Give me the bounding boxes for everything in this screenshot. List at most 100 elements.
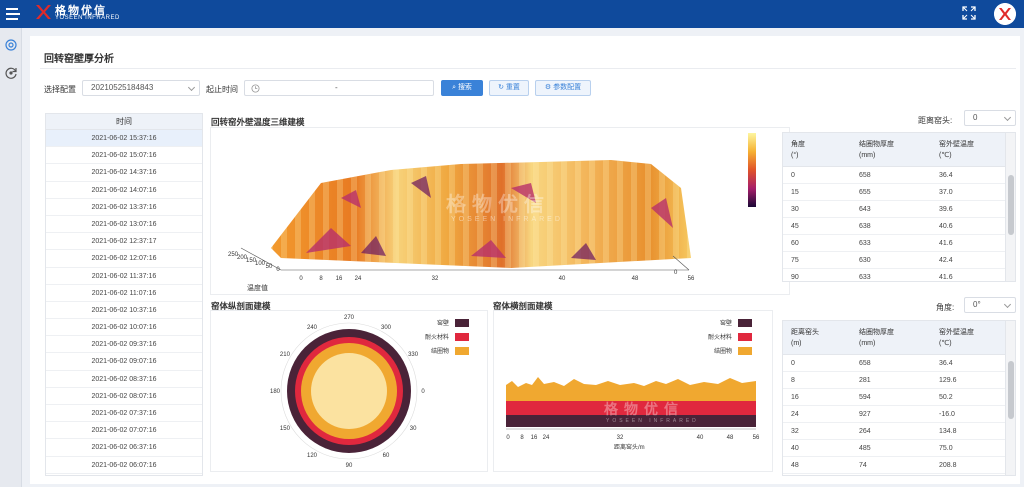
x-tick-label: 56 bbox=[753, 435, 760, 441]
angle-label: 240 bbox=[307, 325, 318, 331]
header-temperature-unit: (℃) bbox=[939, 340, 952, 347]
user-avatar[interactable] bbox=[994, 3, 1016, 25]
table-cell: 40.6 bbox=[939, 223, 953, 230]
table-cell: 36.4 bbox=[939, 360, 953, 367]
time-list-item[interactable]: 2021-06-02 14:37:16 bbox=[46, 164, 202, 182]
time-list-item[interactable]: 2021-06-02 12:07:16 bbox=[46, 250, 202, 268]
fullscreen-icon[interactable] bbox=[962, 6, 976, 20]
refresh-nav-icon[interactable] bbox=[4, 66, 18, 80]
table-cell: 24 bbox=[791, 411, 799, 418]
table-cell: 633 bbox=[859, 240, 871, 247]
table-row: 90 633 41.6 bbox=[783, 269, 1005, 281]
time-list-item[interactable]: 2021-06-02 06:07:16 bbox=[46, 457, 202, 474]
time-range-label: 起止时间 bbox=[206, 85, 238, 94]
watermark-en: YOSEEN INFRARED bbox=[451, 216, 563, 223]
legend-label: 窑壁 bbox=[720, 319, 732, 327]
side-nav bbox=[0, 28, 22, 487]
x-tick-label: 16 bbox=[336, 276, 343, 282]
distance-table-scrollbar[interactable] bbox=[1005, 321, 1015, 475]
time-list-item[interactable]: 2021-06-02 10:07:16 bbox=[46, 319, 202, 337]
legend-label: 结圈物 bbox=[431, 347, 449, 355]
time-list: 时间 2021-06-02 15:37:16 2021-06-02 15:07:1… bbox=[45, 113, 203, 476]
angle-label: 90 bbox=[346, 463, 353, 469]
x-tick-label: 16 bbox=[531, 435, 538, 441]
time-list-item[interactable]: 2021-06-02 09:37:16 bbox=[46, 336, 202, 354]
time-list-item[interactable]: 2021-06-02 11:07:16 bbox=[46, 285, 202, 302]
header-temperature: 窑外壁温度 bbox=[939, 329, 974, 336]
angle-label: 270 bbox=[344, 315, 355, 321]
table-cell: 594 bbox=[859, 394, 871, 401]
time-list-item[interactable]: 2021-06-02 15:37:16 bbox=[46, 130, 202, 148]
table-row: 60 633 41.6 bbox=[783, 235, 1005, 252]
header-distance: 距离窑头 bbox=[791, 329, 819, 336]
transverse-title: 窑体横剖面建模 bbox=[493, 301, 553, 311]
longitudinal-title: 窑体纵剖面建模 bbox=[211, 301, 271, 311]
table-cell: 208.8 bbox=[939, 462, 957, 469]
config-select[interactable]: 20210525184843 bbox=[82, 80, 200, 96]
angle-label: 210 bbox=[280, 352, 291, 358]
table-cell: -16.0 bbox=[939, 411, 955, 418]
table-cell: 927 bbox=[859, 411, 871, 418]
y-tick-label: 200 bbox=[237, 255, 248, 261]
watermark-cn: 格物优信 bbox=[446, 194, 550, 216]
distance-table-header: 距离窑头 (m) 结圈物厚度 (mm) 窑外壁温度 (℃) bbox=[783, 321, 1005, 355]
chevron-down-icon bbox=[187, 83, 196, 92]
time-list-item[interactable]: 2021-06-02 10:37:16 bbox=[46, 302, 202, 320]
table-cell: 48 bbox=[791, 462, 799, 469]
time-list-item[interactable]: 2021-06-02 09:07:16 bbox=[46, 353, 202, 371]
header-angle-unit: (°) bbox=[791, 152, 799, 159]
reset-button-label: 重置 bbox=[505, 84, 520, 91]
distance-select[interactable]: 0 bbox=[964, 110, 1016, 126]
param-config-button[interactable]: ⚙ 参数配置 bbox=[535, 80, 591, 96]
search-button[interactable]: ⌕ 搜索 bbox=[441, 80, 483, 96]
table-cell: 281 bbox=[859, 377, 871, 384]
time-range-picker[interactable]: - bbox=[244, 80, 434, 96]
table-cell: 655 bbox=[859, 189, 871, 196]
time-list-item[interactable]: 2021-06-02 14:07:16 bbox=[46, 182, 202, 199]
time-list-item[interactable]: 2021-06-02 13:37:16 bbox=[46, 199, 202, 216]
time-list-item[interactable]: 2021-06-02 07:07:16 bbox=[46, 422, 202, 440]
logo-text-en: YOSEEN INFRARED bbox=[55, 15, 120, 21]
page-title: 回转窑壁厚分析 bbox=[44, 54, 114, 65]
chevron-down-icon bbox=[1003, 113, 1012, 122]
table-cell: 8 bbox=[791, 377, 795, 384]
legend-swatch bbox=[738, 347, 752, 355]
divider bbox=[40, 68, 1016, 69]
refractory-layer bbox=[506, 401, 756, 415]
x-tick-label: 40 bbox=[559, 276, 566, 282]
table-row: 24 927 -16.0 bbox=[783, 406, 1005, 423]
legend-label: 窑壁 bbox=[437, 319, 449, 327]
table-cell: 37.0 bbox=[939, 189, 953, 196]
table-cell: 75 bbox=[791, 257, 799, 264]
longitudinal-chart: 270 300 330 0 30 60 90 120 150 180 210 240 窑壁耐火材料结圈… bbox=[270, 315, 469, 469]
angle-label: 330 bbox=[408, 352, 419, 358]
time-range-separator: - bbox=[335, 83, 338, 92]
legend-swatch bbox=[455, 319, 469, 327]
y-tick-label: 0 bbox=[276, 267, 280, 273]
header-thickness-unit: (mm) bbox=[859, 340, 876, 347]
time-list-item[interactable]: 2021-06-02 11:37:16 bbox=[46, 268, 202, 285]
reset-button[interactable]: ↻ 重置 bbox=[489, 80, 529, 96]
time-list-item[interactable]: 2021-06-02 08:37:16 bbox=[46, 371, 202, 388]
angle-select[interactable]: 0° bbox=[964, 297, 1016, 313]
time-list-item[interactable]: 2021-06-02 07:37:16 bbox=[46, 405, 202, 423]
table-cell: 658 bbox=[859, 360, 871, 367]
time-list-item[interactable]: 2021-06-02 12:37:17 bbox=[46, 233, 202, 251]
time-list-item[interactable]: 2021-06-02 08:07:16 bbox=[46, 388, 202, 405]
settings-nav-icon[interactable] bbox=[4, 38, 18, 52]
angle-table-scrollbar[interactable] bbox=[1005, 133, 1015, 281]
table-cell: 0 bbox=[791, 172, 795, 179]
table-cell: 50.2 bbox=[939, 394, 953, 401]
header-thickness: 结圈物厚度 bbox=[859, 329, 894, 336]
legend-swatch bbox=[455, 347, 469, 355]
x-tick-label: 24 bbox=[543, 435, 550, 441]
distance-select-label: 距离窑头: bbox=[918, 116, 953, 125]
table-cell: 633 bbox=[859, 274, 871, 281]
table-cell: 658 bbox=[859, 172, 871, 179]
y-tick-label: 150 bbox=[246, 258, 257, 264]
menu-toggle-icon[interactable] bbox=[6, 6, 22, 22]
table-row: 16 594 50.2 bbox=[783, 389, 1005, 406]
time-list-item[interactable]: 2021-06-02 06:37:16 bbox=[46, 439, 202, 457]
time-list-item[interactable]: 2021-06-02 15:07:16 bbox=[46, 147, 202, 165]
time-list-item[interactable]: 2021-06-02 13:07:16 bbox=[46, 216, 202, 234]
